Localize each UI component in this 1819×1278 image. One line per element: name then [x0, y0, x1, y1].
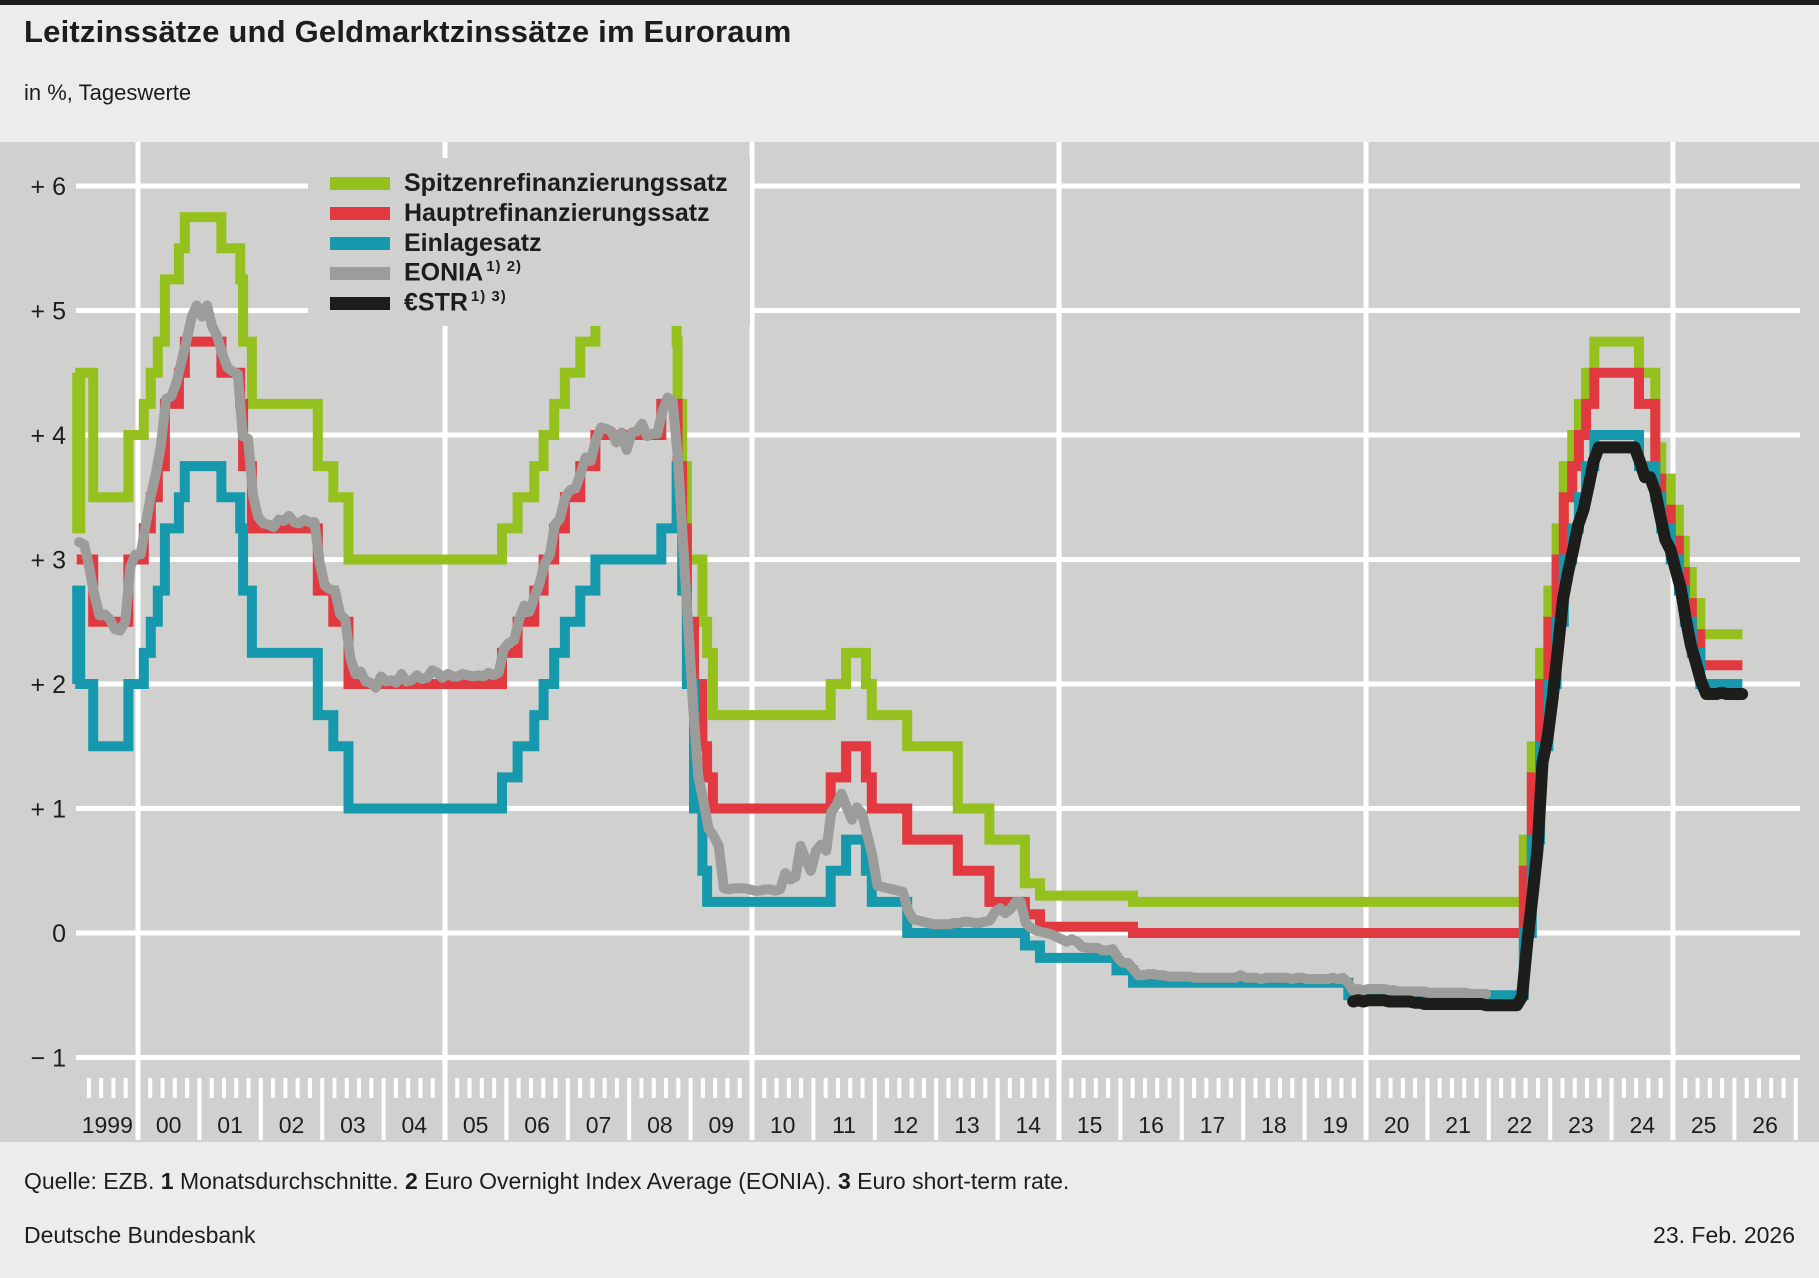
y-tick-label: + 3 [31, 547, 66, 575]
year-label: 13 [954, 1112, 980, 1138]
publication-date: 23. Feb. 2026 [1653, 1222, 1795, 1248]
year-label: 00 [156, 1112, 182, 1138]
y-axis-labels: + 6 + 5 + 4 + 3 + 2 + 1 0 − 1 [31, 173, 67, 1073]
legend-color-swatch-icon [330, 296, 390, 310]
year-label: 15 [1077, 1112, 1103, 1138]
year-label: 01 [217, 1112, 243, 1138]
year-label: 19 [1323, 1112, 1349, 1138]
year-label: 14 [1016, 1112, 1042, 1138]
x-axis-labels: 1999 00 01 02 03 04 05 06 07 08 09 10 11 12 13 14 15 16 17… [82, 1112, 1778, 1138]
year-label: 22 [1507, 1112, 1533, 1138]
year-label: 12 [893, 1112, 919, 1138]
year-label: 25 [1691, 1112, 1717, 1138]
legend-item: EONIA 1) 2) [330, 258, 728, 288]
page-title: Leitzinssätze und Geldmarktzinssätze im … [24, 14, 792, 49]
year-label: 1999 [82, 1112, 133, 1138]
series-estr [1347, 441, 1749, 1012]
year-label: 16 [1138, 1112, 1164, 1138]
year-label: 03 [340, 1112, 366, 1138]
year-label: 05 [463, 1112, 489, 1138]
year-label: 09 [709, 1112, 735, 1138]
footnote-number: 1 [160, 1168, 174, 1194]
source-note: Quelle: EZB. 1 Monatsdurchschnitte. 2 Eu… [24, 1168, 1069, 1195]
footnote-number: 3 [837, 1168, 851, 1194]
source-text: Quelle: EZB. [24, 1168, 161, 1194]
y-tick-label: + 2 [31, 671, 66, 699]
publisher-label: Deutsche Bundesbank [24, 1222, 256, 1248]
year-label: 20 [1384, 1112, 1410, 1138]
year-label: 02 [279, 1112, 305, 1138]
legend-label: Spitzenrefinanzierungssatz [404, 168, 728, 197]
year-label: 26 [1752, 1112, 1778, 1138]
legend-item: €STR 1) 3) [330, 288, 728, 318]
chart-subtitle: in %, Tageswerte [24, 80, 192, 105]
source-text: Monatsdurchschnitte. [173, 1168, 405, 1194]
year-label: 18 [1261, 1112, 1287, 1138]
y-tick-label: + 5 [31, 298, 66, 326]
x-axis-ticks [86, 1078, 1798, 1140]
y-tick-label: + 4 [31, 422, 67, 450]
year-label: 11 [832, 1112, 856, 1138]
legend-color-swatch-icon [330, 236, 390, 250]
legend-item: Hauptrefinanzierungssatz [330, 198, 728, 228]
year-label: 10 [770, 1112, 796, 1138]
legend-label: EONIA 1) 2) [404, 258, 523, 287]
source-text: Euro Overnight Index Average (EONIA). [417, 1168, 838, 1194]
year-label: 07 [586, 1112, 612, 1138]
legend-item: Einlagesatz [330, 228, 728, 258]
y-tick-label: + 6 [31, 173, 66, 201]
year-label: 17 [1200, 1112, 1226, 1138]
legend-footnote-marker: 1) 3) [470, 288, 507, 306]
y-tick-label: 0 [52, 920, 66, 948]
legend-color-swatch-icon [330, 176, 390, 190]
year-label: 23 [1568, 1112, 1594, 1138]
year-label: 06 [524, 1112, 550, 1138]
legend-color-swatch-icon [330, 206, 390, 220]
y-tick-label: − 1 [31, 1045, 66, 1073]
top-border-bar [0, 0, 1819, 5]
legend-label: Einlagesatz [404, 228, 542, 257]
legend-label: Hauptrefinanzierungssatz [404, 198, 710, 227]
legend-footnote-marker: 1) 2) [486, 258, 523, 276]
chart-legend: Spitzenrefinanzierungssatz Hauptrefinanzi… [308, 158, 750, 326]
legend-label: €STR 1) 3) [404, 288, 507, 317]
legend-color-swatch-icon [330, 266, 390, 280]
year-label: 08 [647, 1112, 673, 1138]
year-label: 24 [1630, 1112, 1656, 1138]
year-label: 04 [402, 1112, 428, 1138]
year-label: 21 [1445, 1112, 1471, 1138]
legend-item: Spitzenrefinanzierungssatz [330, 168, 728, 198]
source-text: Euro short-term rate. [850, 1168, 1070, 1194]
y-tick-label: + 1 [31, 796, 66, 824]
series-eonia [74, 300, 1492, 999]
footnote-number: 2 [404, 1168, 418, 1194]
